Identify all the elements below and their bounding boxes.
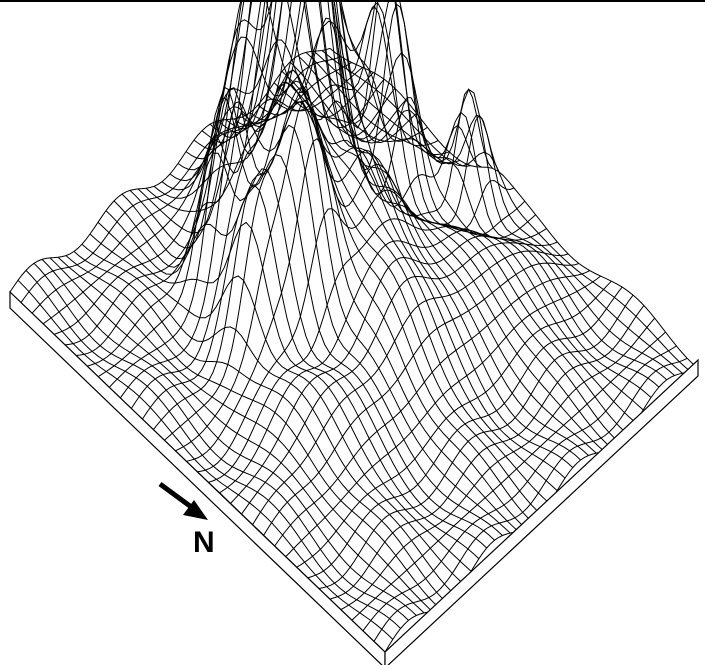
mesh-line-col [41,259,417,616]
arrow-south-east-icon [158,481,208,520]
mesh-line-col [321,50,691,372]
mesh-line-col [145,100,519,532]
mesh-line-row [208,200,526,483]
mesh-line-col [273,0,644,411]
surface-mesh [9,0,699,653]
mesh-line-col [25,270,401,629]
mesh-line-col [97,221,472,572]
mesh-line-col [65,255,441,609]
mesh-line-row [307,286,623,579]
mesh-line-col [57,256,433,612]
north-label: N [193,526,215,559]
mesh-line-col [305,52,675,376]
mesh-line-col [281,52,652,398]
mesh-line-col [73,251,448,604]
mesh-line-col [265,0,636,423]
mesh-line-col [185,0,558,491]
mesh-line-col [137,101,511,534]
base-right-face [384,358,699,665]
mesh-line-col [17,279,394,640]
mesh-line-col [105,183,480,560]
mesh-line-col [33,262,409,621]
mesh-line-col [113,152,488,549]
mesh-line-col [49,257,425,614]
mesh-line-col [209,0,581,461]
mesh-line-row [197,179,515,473]
mesh-line-row [263,262,580,536]
mesh-line-row [53,39,374,335]
mesh-line-col [121,97,495,541]
mesh-line-row [340,317,656,611]
mesh-line-col [129,87,503,536]
mesh-line-col [177,0,550,504]
mesh-line-col [289,61,660,388]
mesh-line-col [201,0,574,468]
mesh-line-col [329,48,699,369]
mesh-line-row [230,228,547,504]
base-block [9,290,699,665]
mesh-line-col [153,82,527,529]
mesh-line-col [249,0,621,444]
top-border-line [0,0,705,2]
mesh-line-row [362,345,677,632]
mesh-line-col [81,243,456,596]
mesh-line-col [89,233,464,585]
mesh-line-col [193,0,566,479]
mesh-line-col [257,1,628,435]
mesh-line-col [313,50,683,374]
base-left-face [9,290,386,665]
mesh-line-col [297,55,668,381]
mesh-line-col [241,0,613,449]
mesh-line-row [65,0,385,346]
mesh-line-col [169,36,542,515]
